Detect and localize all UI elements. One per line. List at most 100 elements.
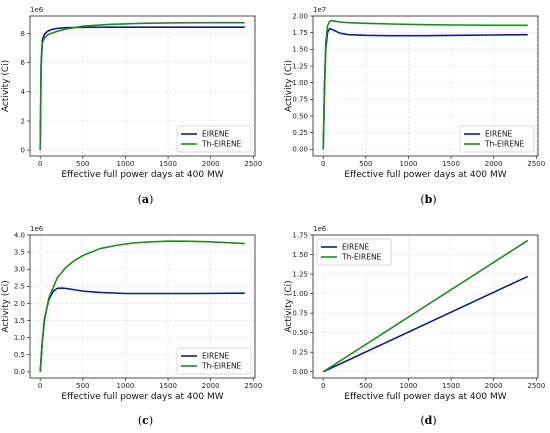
legend-box [176,347,252,375]
y-tick-label: 0.25 [292,349,308,357]
x-axis-label: Effective full power days at 400 MW [344,392,506,402]
x-tick-label: 2000 [202,160,220,168]
legend-label-eirene: EIRENE [202,352,230,361]
y-tick-label: 2.5 [14,283,25,291]
x-tick-label: 2500 [527,160,545,168]
y-tick-label: 4 [21,88,26,96]
y-tick-label: 2.0 [14,300,25,308]
x-tick-label: 0 [321,382,325,390]
panel-caption: (d) [420,414,436,427]
x-axis-label: Effective full power days at 400 MW [61,392,223,402]
x-tick-label: 1000 [400,160,418,168]
y-tick-label: 3.0 [14,266,25,274]
y-tick-label: 1.5 [14,317,25,325]
y-tick-label: 1.50 [292,46,308,54]
x-tick-label: 2000 [202,382,220,390]
y-tick-label: 0.00 [292,368,308,376]
y-tick-label: 0.0 [14,368,25,376]
series-line-th-eirene [39,240,245,372]
x-tick-label: 1000 [117,382,135,390]
x-tick-label: 1500 [159,160,177,168]
series-line-th-eirene [322,239,529,373]
x-tick-label: 0 [321,160,325,168]
y-tick-label: 1.0 [14,334,25,342]
x-tick-label: 500 [76,160,89,168]
legend-label-eirene: EIRENE [485,130,513,139]
series-line-eirene [39,26,245,151]
panel-caption: (c) [138,414,153,427]
chart-panel-1: 0 500 1000 1500 2000 2500 0 2 4 6 8 1e6 Effective fu… [1,6,262,206]
legend-label-th-eirene: Th-EIRENE [201,362,242,371]
legend-box [459,125,535,153]
y-tick-label: 0.75 [292,310,308,318]
series-line-th-eirene [322,19,528,150]
y-tick-label: 3.5 [14,249,25,257]
x-tick-label: 1500 [159,382,177,390]
x-tick-label: 1000 [400,382,418,390]
y-offset-label: 1e6 [30,225,44,233]
x-tick-label: 1500 [442,382,460,390]
legend-label-eirene: EIRENE [202,130,230,139]
legend-box [176,125,252,153]
legend-label-eirene: EIRENE [342,243,370,252]
y-offset-label: 1e6 [30,6,44,14]
y-tick-label: 0.75 [292,96,308,104]
y-tick-label: 1.75 [292,29,308,37]
plot-frame [29,15,256,157]
x-axis-label: Effective full power days at 400 MW [344,170,506,180]
y-tick-label: 0.25 [292,129,308,137]
x-tick-label: 500 [359,382,372,390]
chart-panel-2: 0 500 1000 1500 2000 2500 0.00 0.25 0.50 0.75 1.00… [284,6,545,206]
chart-panel-4: 0 500 1000 1500 2000 2500 0.00 0.25 0.50 0.75 1.00… [284,225,545,427]
y-tick-label: 0.5 [14,351,25,359]
y-tick-label: 0.50 [292,329,308,337]
y-axis-label: Activity (Ci) [284,60,294,112]
x-tick-label: 500 [359,160,372,168]
y-axis-label: Activity (Ci) [1,60,11,112]
panel-caption: (b) [420,193,436,206]
y-tick-label: 0 [21,147,25,155]
x-tick-label: 1500 [442,160,460,168]
legend-box [316,238,392,266]
y-tick-label: 1.25 [292,62,308,70]
y-tick-label: 1.50 [292,251,308,259]
y-tick-label: 1.75 [292,231,308,239]
y-tick-label: 2 [21,117,25,125]
y-tick-label: 1.00 [292,290,308,298]
series-line-th-eirene [39,21,245,151]
y-tick-label: 0.00 [292,146,308,154]
legend-label-th-eirene: Th-EIRENE [484,140,525,149]
legend-label-th-eirene: Th-EIRENE [341,253,382,262]
plot-frame [312,15,539,157]
panel-caption: (a) [138,193,154,206]
x-tick-label: 500 [76,382,89,390]
plot-frame [29,234,256,379]
x-axis-label: Effective full power days at 400 MW [61,170,223,180]
y-offset-label: 1e6 [313,225,327,233]
y-axis-label: Activity (Ci) [1,280,11,332]
y-offset-label: 1e7 [313,6,326,14]
y-tick-label: 8 [21,30,25,38]
x-tick-label: 2500 [244,382,262,390]
x-tick-label: 1000 [117,160,135,168]
y-tick-label: 4.0 [14,231,25,239]
y-tick-label: 1.25 [292,270,308,278]
chart-panel-3: 0 500 1000 1500 2000 2500 0.0 0.5 1.0 1.5 2.0 2.5 3.… [1,225,262,427]
series-line-eirene [322,275,529,373]
x-tick-label: 2500 [244,160,262,168]
x-tick-label: 0 [38,160,42,168]
plot-frame [312,234,539,379]
legend-label-th-eirene: Th-EIRENE [201,140,242,149]
x-tick-label: 0 [38,382,42,390]
y-tick-label: 0.50 [292,112,308,120]
x-tick-label: 2000 [485,382,503,390]
y-axis-label: Activity (Ci) [284,280,294,332]
y-tick-label: 1.00 [292,79,308,87]
y-tick-label: 6 [21,59,26,67]
y-tick-label: 2.00 [292,12,308,20]
